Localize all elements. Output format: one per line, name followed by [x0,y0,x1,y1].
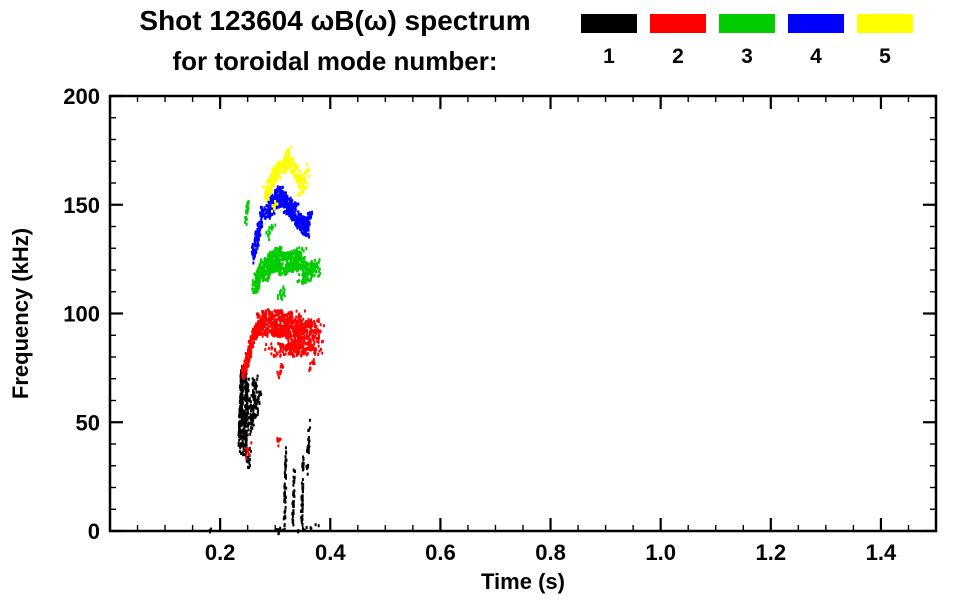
legend-item-mode-2: 2 [650,14,706,68]
y-tick-labels: 0 50 100 150 200 [63,84,100,544]
legend-item-mode-1: 1 [581,14,637,68]
y-axis-title: Frequency (kHz) [8,228,33,399]
legend-item-mode-5: 5 [857,14,913,68]
y-tick-label: 150 [63,193,100,218]
legend-label-mode-3: 3 [741,45,753,68]
chart-title-line2: for toroidal mode number: [172,46,498,76]
x-tick-label: 1.4 [866,540,897,565]
legend-swatch-mode-2 [650,14,706,33]
series-mode-2 [241,308,325,460]
legend-swatch-mode-1 [581,14,637,33]
legend-item-mode-4: 4 [788,14,844,68]
series-mode-1 [208,365,320,536]
x-tick-label: 0.6 [425,540,456,565]
series-mode-3 [244,200,322,301]
legend-swatch-mode-5 [857,14,913,33]
legend-swatch-mode-4 [788,14,844,33]
y-tick-label: 100 [63,302,100,327]
x-tick-label: 1.2 [756,540,787,565]
x-tick-label: 0.8 [535,540,566,565]
legend-label-mode-2: 2 [672,45,684,68]
y-tick-label: 50 [76,410,100,435]
axis-minor-ticks [109,95,937,532]
y-tick-label: 0 [88,519,100,544]
legend-item-mode-3: 3 [719,14,775,68]
x-tick-labels: 0.2 0.4 0.6 0.8 1.0 1.2 1.4 [205,540,897,565]
x-tick-label: 0.2 [205,540,236,565]
chart-title-line1: Shot 123604 ωB(ω) spectrum [139,5,531,36]
x-axis-title: Time (s) [481,569,565,594]
y-tick-label: 200 [63,84,100,109]
legend: 1 2 3 4 5 [581,14,913,68]
legend-label-mode-4: 4 [810,45,822,68]
legend-label-mode-5: 5 [879,45,891,68]
plot-frame [108,94,938,533]
x-tick-label: 1.0 [645,540,676,565]
legend-swatch-mode-3 [719,14,775,33]
x-tick-label: 0.4 [315,540,346,565]
axis-major-ticks [110,94,936,533]
legend-label-mode-1: 1 [603,45,615,68]
series-mode-5 [262,145,310,213]
